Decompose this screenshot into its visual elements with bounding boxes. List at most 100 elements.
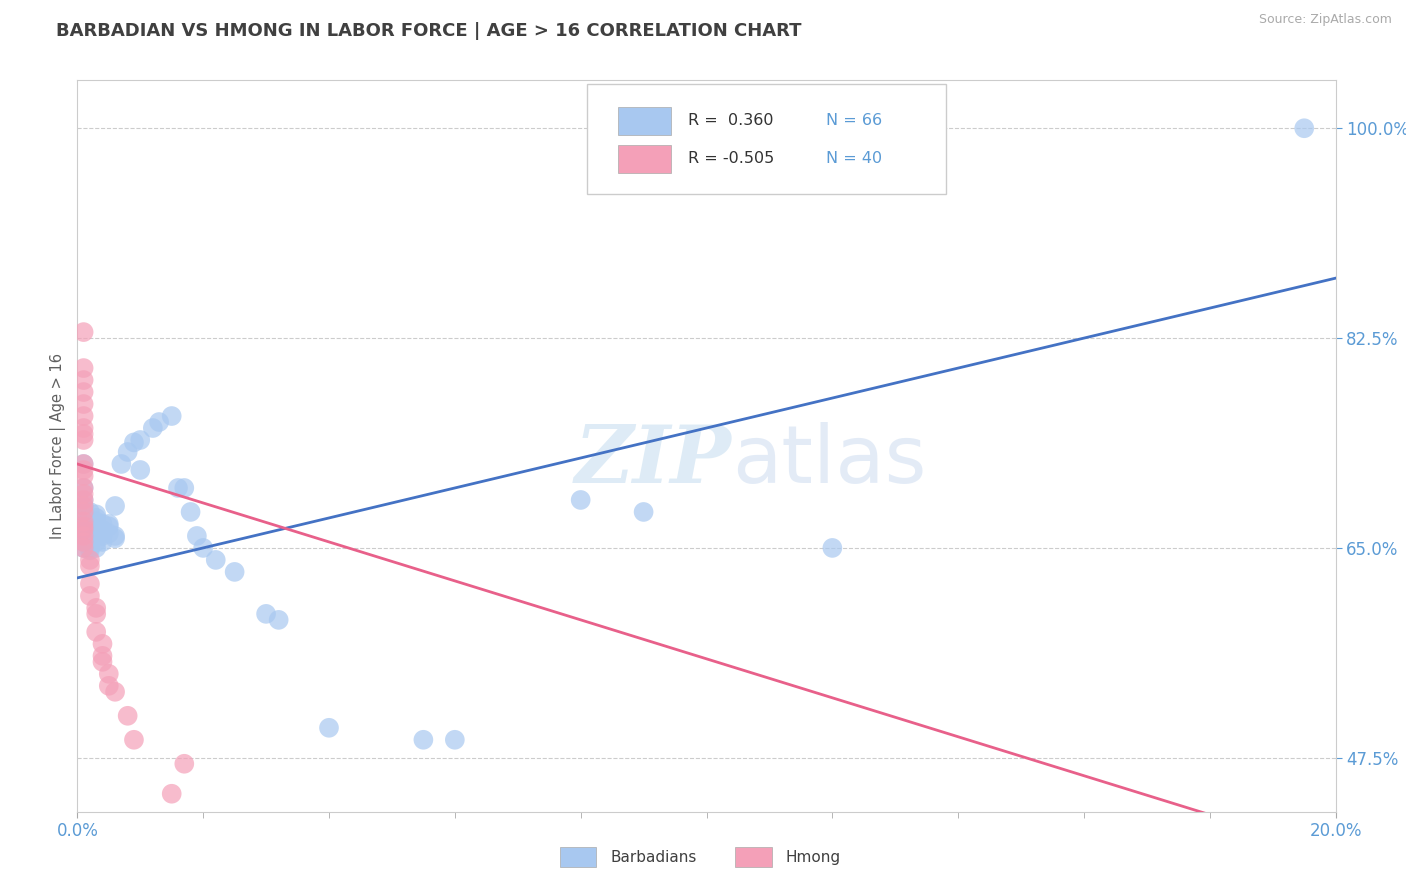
- Point: [72, 525, 94, 540]
- Text: R =  0.360: R = 0.360: [688, 113, 773, 128]
- Point: [72, 523, 94, 537]
- Point: [84, 523, 107, 537]
- Point: [148, 415, 170, 429]
- Point: [72, 481, 94, 495]
- Point: [318, 721, 340, 735]
- Point: [569, 492, 592, 507]
- Point: [72, 516, 94, 531]
- Point: [412, 732, 434, 747]
- Point: [72, 519, 94, 533]
- Text: R = -0.505: R = -0.505: [688, 151, 773, 166]
- Point: [104, 529, 127, 543]
- Point: [79, 543, 101, 558]
- Point: [104, 499, 127, 513]
- Point: [160, 787, 183, 801]
- Point: [79, 558, 101, 573]
- Point: [72, 373, 94, 387]
- Point: [72, 529, 94, 543]
- Point: [72, 535, 94, 549]
- Text: Hmong: Hmong: [786, 850, 841, 864]
- Point: [79, 523, 101, 537]
- Point: [72, 529, 94, 543]
- Point: [72, 487, 94, 501]
- Point: [142, 421, 165, 435]
- Point: [173, 481, 195, 495]
- Point: [91, 637, 114, 651]
- Point: [79, 535, 101, 549]
- Point: [72, 457, 94, 471]
- Point: [91, 523, 114, 537]
- Point: [1294, 121, 1316, 136]
- Point: [84, 541, 107, 555]
- Text: Source: ZipAtlas.com: Source: ZipAtlas.com: [1258, 13, 1392, 27]
- Point: [84, 519, 107, 533]
- Point: [97, 679, 120, 693]
- Point: [186, 529, 208, 543]
- Text: BARBADIAN VS HMONG IN LABOR FORCE | AGE > 16 CORRELATION CHART: BARBADIAN VS HMONG IN LABOR FORCE | AGE …: [56, 22, 801, 40]
- Point: [204, 553, 226, 567]
- Point: [72, 463, 94, 477]
- Point: [72, 457, 94, 471]
- Point: [84, 535, 107, 549]
- Point: [72, 433, 94, 447]
- Point: [97, 526, 120, 541]
- Point: [72, 325, 94, 339]
- Point: [72, 519, 94, 533]
- Point: [79, 589, 101, 603]
- Point: [72, 541, 94, 555]
- Point: [79, 519, 101, 533]
- Point: [444, 732, 467, 747]
- FancyBboxPatch shape: [586, 84, 946, 194]
- Point: [79, 532, 101, 546]
- Point: [79, 529, 101, 543]
- Point: [84, 600, 107, 615]
- Point: [79, 577, 101, 591]
- Point: [72, 492, 94, 507]
- Point: [72, 385, 94, 400]
- Point: [104, 532, 127, 546]
- Point: [129, 433, 152, 447]
- Point: [72, 492, 94, 507]
- Point: [91, 535, 114, 549]
- Point: [79, 541, 101, 555]
- Point: [72, 409, 94, 423]
- Point: [91, 655, 114, 669]
- Text: N = 40: N = 40: [827, 151, 882, 166]
- Point: [633, 505, 655, 519]
- Point: [84, 624, 107, 639]
- Point: [72, 481, 94, 495]
- Point: [72, 515, 94, 529]
- Point: [72, 532, 94, 546]
- Point: [79, 505, 101, 519]
- Point: [117, 708, 139, 723]
- Point: [72, 397, 94, 411]
- Point: [117, 445, 139, 459]
- Point: [84, 607, 107, 621]
- Point: [84, 508, 107, 522]
- Point: [72, 505, 94, 519]
- Point: [104, 685, 127, 699]
- Point: [180, 505, 202, 519]
- Point: [91, 516, 114, 531]
- Point: [167, 481, 190, 495]
- Point: [122, 732, 145, 747]
- Point: [97, 519, 120, 533]
- Text: ZIP: ZIP: [575, 422, 731, 500]
- Point: [84, 511, 107, 525]
- Point: [72, 427, 94, 442]
- Point: [79, 553, 101, 567]
- Point: [97, 666, 120, 681]
- Point: [84, 515, 107, 529]
- Point: [110, 457, 132, 471]
- Bar: [619, 145, 671, 173]
- Point: [72, 499, 94, 513]
- Point: [72, 541, 94, 555]
- Point: [129, 463, 152, 477]
- Y-axis label: In Labor Force | Age > 16: In Labor Force | Age > 16: [51, 353, 66, 539]
- Point: [72, 511, 94, 525]
- Point: [72, 499, 94, 513]
- Point: [160, 409, 183, 423]
- Point: [191, 541, 215, 555]
- Point: [122, 435, 145, 450]
- Text: N = 66: N = 66: [827, 113, 882, 128]
